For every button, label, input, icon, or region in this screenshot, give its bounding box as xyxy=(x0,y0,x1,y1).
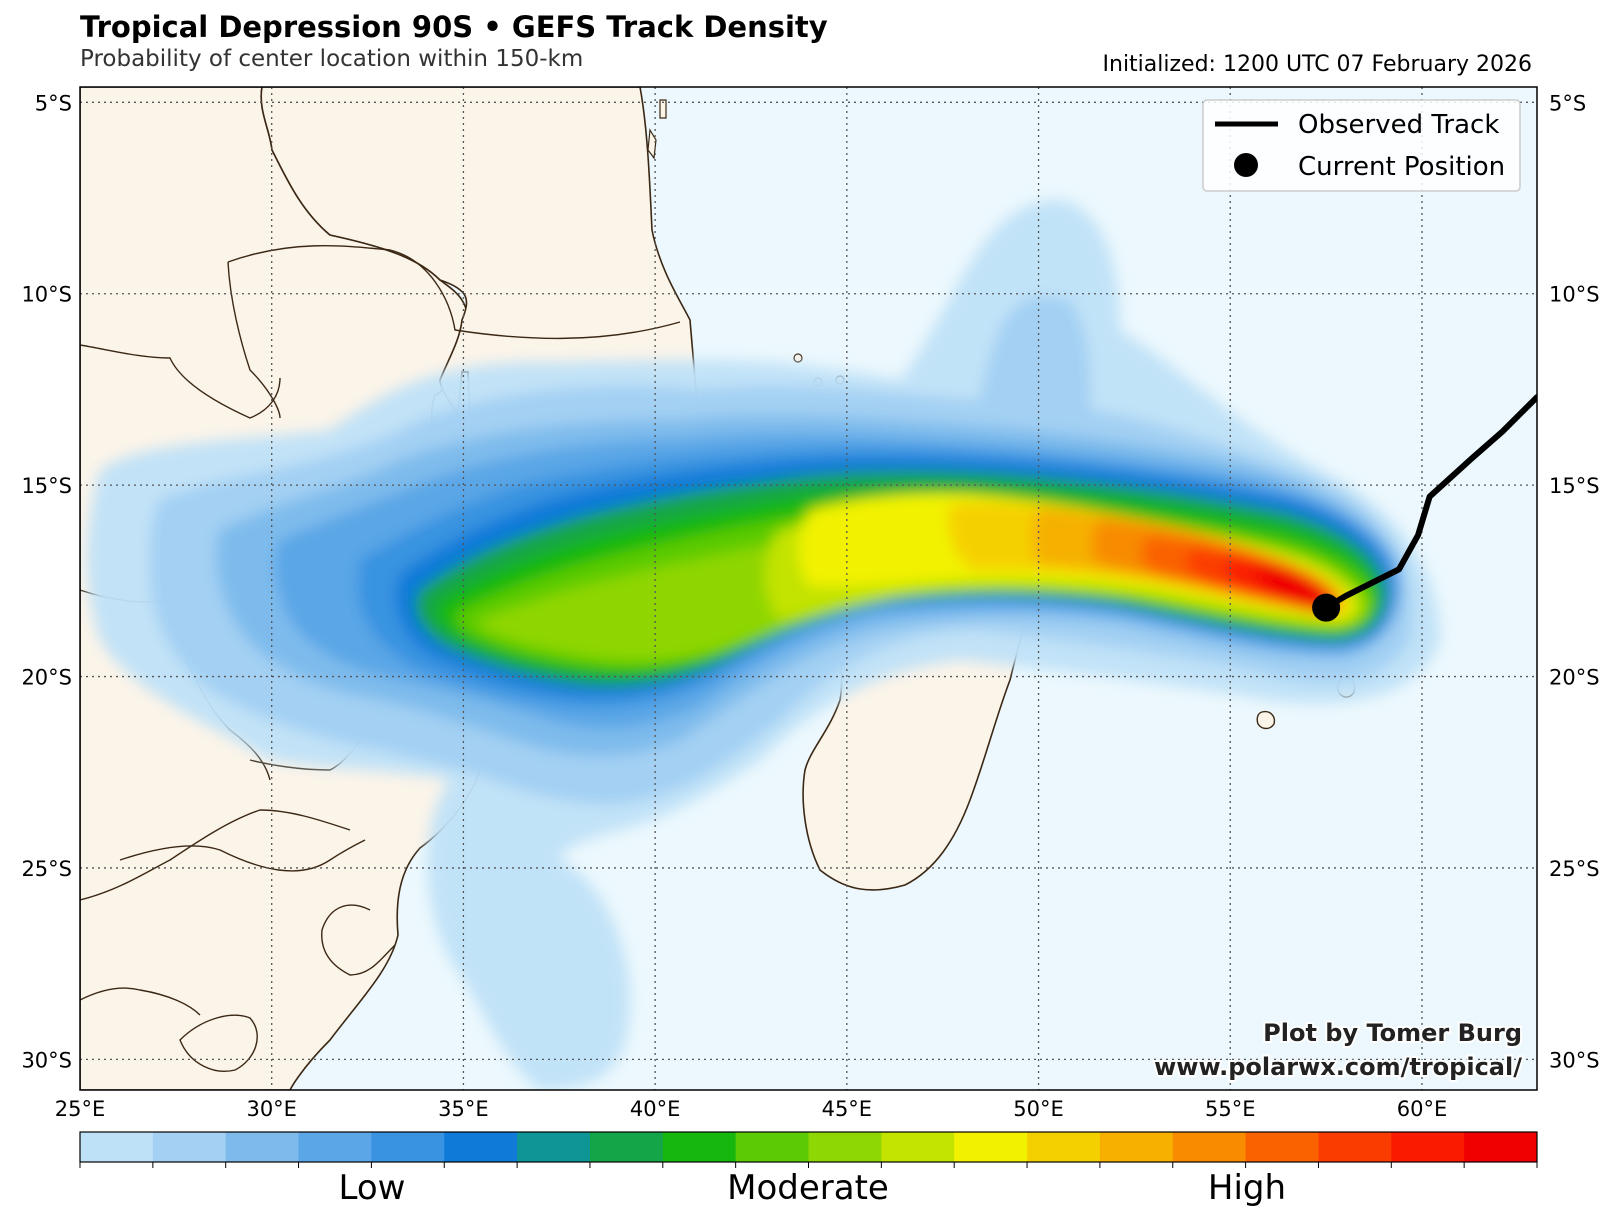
observed-track-legend-label: Observed Track xyxy=(1298,110,1499,140)
zanzibar-island xyxy=(659,99,667,119)
colorbar-swatch xyxy=(444,1132,518,1162)
colorbar-swatch xyxy=(1318,1132,1392,1162)
colorbar-swatch xyxy=(808,1132,882,1162)
legend: Observed Track Current Position xyxy=(1202,99,1521,192)
colorbar-swatch xyxy=(371,1132,445,1162)
latitude-label-right: 15°S xyxy=(1549,474,1600,498)
credit-line-2: www.polarwx.com/tropical/ xyxy=(1154,1053,1522,1081)
latitude-label-right: 5°S xyxy=(1549,91,1586,115)
longitude-label: 25°E xyxy=(55,1097,106,1121)
initialization-time: Initialized: 1200 UTC 07 February 2026 xyxy=(1102,52,1532,77)
latitude-label-right: 30°S xyxy=(1549,1048,1600,1072)
track-density-field xyxy=(86,200,1440,1090)
colorbar-swatch xyxy=(1245,1132,1319,1162)
colorbar-swatch xyxy=(1391,1132,1465,1162)
colorbar-swatch xyxy=(517,1132,591,1162)
latitude-label-left: 15°S xyxy=(21,474,72,498)
legend-box xyxy=(1202,99,1521,192)
longitude-labels: 25°E 30°E 35°E 40°E 45°E 50°E 55°E 60°E xyxy=(55,1097,1447,1121)
latitude-label-left: 5°S xyxy=(35,91,72,115)
colorbar-swatch xyxy=(1464,1132,1538,1162)
observed-track-line xyxy=(1323,394,1537,611)
latitude-label-right: 20°S xyxy=(1549,666,1600,690)
colorbar-swatch xyxy=(225,1132,300,1162)
colorbar-swatch xyxy=(1099,1132,1174,1162)
latitude-label-left: 25°S xyxy=(21,857,72,881)
colorbar-swatch xyxy=(1172,1132,1247,1162)
longitude-label: 55°E xyxy=(1205,1097,1256,1121)
longitude-label: 40°E xyxy=(630,1097,681,1121)
colorbar-swatch xyxy=(80,1132,154,1162)
latitude-label-left: 30°S xyxy=(21,1048,72,1072)
longitude-label: 45°E xyxy=(822,1097,873,1121)
colorbar-swatch xyxy=(152,1132,227,1162)
latitude-label-right: 25°S xyxy=(1549,857,1600,881)
colorbar-swatch xyxy=(589,1132,664,1162)
longitude-label: 50°E xyxy=(1013,1097,1064,1121)
map-frame xyxy=(79,86,1538,1091)
colorbar-swatch xyxy=(662,1132,737,1162)
credit: Plot by Tomer Burg www.polarwx.com/tropi… xyxy=(1152,1017,1524,1083)
colorbar-frame xyxy=(79,1131,1538,1163)
longitude-label: 30°E xyxy=(246,1097,297,1121)
credit-line-1: Plot by Tomer Burg xyxy=(1263,1019,1522,1047)
colorbar-swatch xyxy=(298,1132,372,1162)
colorbar-swatch xyxy=(954,1132,1028,1162)
current-position-marker xyxy=(1312,593,1341,622)
latitude-label-left: 10°S xyxy=(21,283,72,307)
colorbar-swatch xyxy=(1027,1132,1101,1162)
longitude-label: 60°E xyxy=(1397,1097,1448,1121)
comoros-island xyxy=(793,353,803,363)
colorbar-label-moderate: Moderate xyxy=(727,1168,889,1208)
latitude-label-right: 10°S xyxy=(1549,283,1600,307)
latitude-labels: 5°S 5°S 10°S 10°S 15°S 15°S 20°S 20°S 25°S 25°S 30… xyxy=(21,91,1599,1072)
density-contour xyxy=(1256,562,1330,610)
current-position-legend-marker xyxy=(1234,153,1258,177)
reunion xyxy=(1256,710,1276,730)
graticule xyxy=(80,87,1537,1090)
map-title: Tropical Depression 90S • GEFS Track Den… xyxy=(80,10,828,44)
pemba-island xyxy=(647,128,657,160)
colorbar-label-low: Low xyxy=(338,1168,406,1208)
map-subtitle: Probability of center location within 15… xyxy=(80,46,584,72)
colorbar-label-high: High xyxy=(1207,1168,1287,1208)
colorbar-swatch xyxy=(735,1132,809,1162)
latitude-label-left: 20°S xyxy=(21,666,72,690)
colorbar-swatch xyxy=(881,1132,955,1162)
colorbar xyxy=(79,1131,1538,1168)
longitude-label: 35°E xyxy=(438,1097,489,1121)
current-position-legend-label: Current Position xyxy=(1298,152,1505,182)
